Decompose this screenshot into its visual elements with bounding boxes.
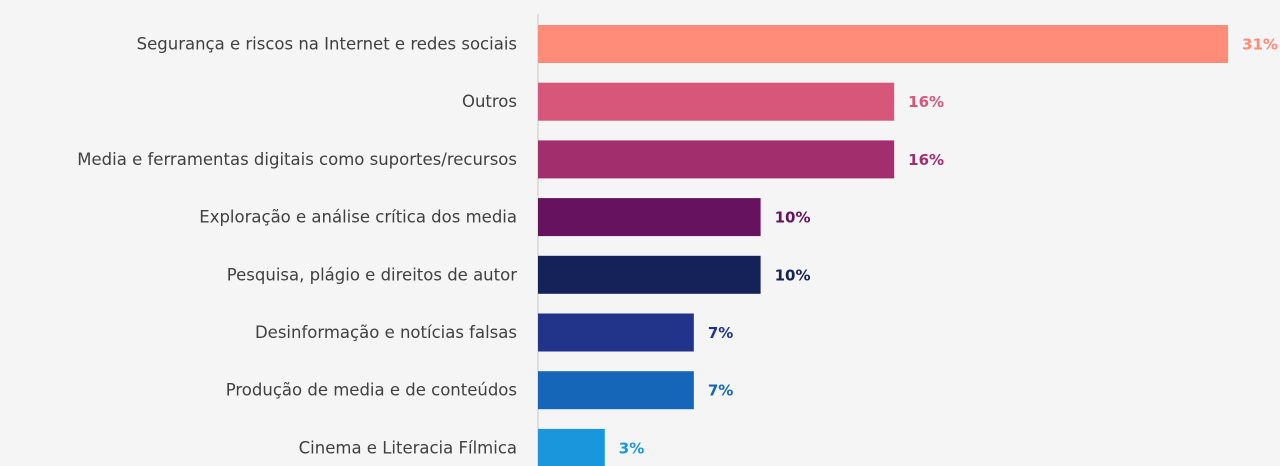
- bar: [538, 313, 694, 352]
- value-label: 10%: [775, 209, 811, 227]
- category-label: Produção de media e de conteúdos: [226, 381, 517, 400]
- value-label: 3%: [619, 439, 644, 457]
- category-label: Cinema e Literacia Fílmica: [299, 438, 517, 457]
- bar: [538, 25, 1229, 63]
- value-label: 10%: [775, 266, 811, 284]
- value-label: 16%: [908, 151, 944, 169]
- value-label: 7%: [708, 382, 733, 400]
- category-label: Pesquisa, plágio e direitos de autor: [227, 265, 517, 284]
- value-label: 31%: [1242, 36, 1278, 54]
- category-label: Segurança e riscos na Internet e redes s…: [137, 35, 517, 54]
- bar: [538, 140, 895, 179]
- bar: [538, 255, 761, 294]
- bar: [538, 82, 895, 121]
- category-label: Outros: [462, 92, 517, 111]
- value-label: 7%: [708, 324, 733, 342]
- bar: [538, 198, 761, 237]
- category-label: Media e ferramentas digitais como suport…: [77, 150, 517, 169]
- category-label: Exploração e análise crítica dos media: [199, 208, 517, 227]
- category-label: Desinformação e notícias falsas: [255, 323, 517, 342]
- bar: [538, 371, 694, 410]
- value-label: 16%: [908, 93, 944, 111]
- bar: [538, 428, 605, 466]
